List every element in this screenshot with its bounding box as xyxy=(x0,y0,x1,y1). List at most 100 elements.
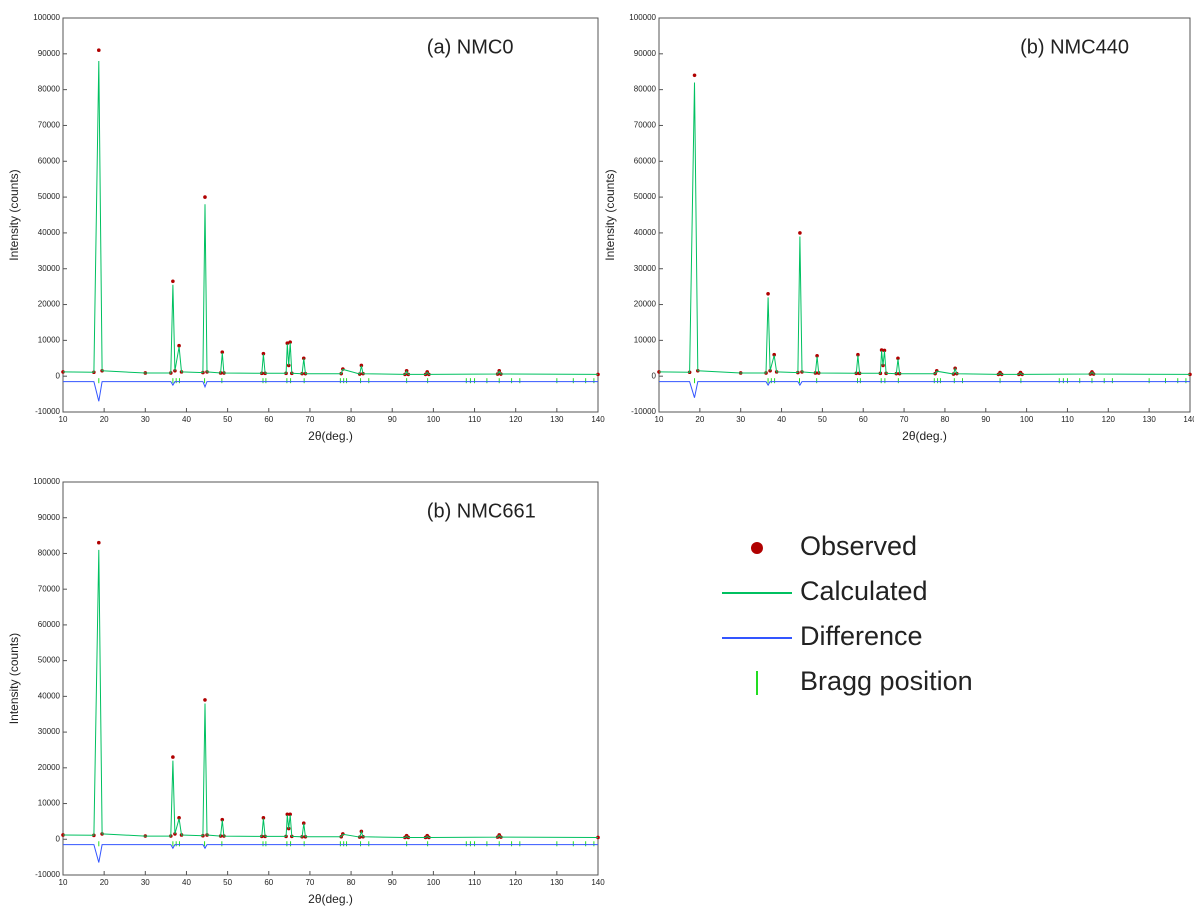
x-tick-label: 50 xyxy=(223,415,232,424)
x-tick-label: 30 xyxy=(141,415,150,424)
observed-point xyxy=(220,817,225,822)
calculated-line xyxy=(62,549,599,839)
y-tick-label: 20000 xyxy=(38,300,61,309)
y-tick-label: 0 xyxy=(56,371,61,380)
observed-point xyxy=(301,821,306,825)
y-tick-label: 100000 xyxy=(629,13,656,22)
calculated-line xyxy=(658,82,1191,375)
observed-point xyxy=(288,340,292,344)
chart-title: (b) NMC661 xyxy=(427,500,536,522)
x-axis-label: 2θ(deg.) xyxy=(308,429,353,443)
observed-point xyxy=(657,370,661,374)
x-tick-label: 90 xyxy=(981,415,990,424)
x-tick-label: 30 xyxy=(141,878,150,887)
x-tick-label: 100 xyxy=(1020,415,1034,424)
difference-line xyxy=(63,844,598,863)
legend-label: Bragg position xyxy=(800,666,973,696)
observed-point xyxy=(286,363,291,368)
x-tick-label: 120 xyxy=(509,878,523,887)
observed-point xyxy=(815,353,819,358)
y-tick-label: 40000 xyxy=(38,228,61,237)
observed-point xyxy=(879,348,884,352)
y-axis-label: Intensity (counts) xyxy=(7,169,21,260)
y-tick-label: 90000 xyxy=(38,49,61,58)
y-tick-label: 30000 xyxy=(634,264,657,273)
x-tick-label: 70 xyxy=(900,415,909,424)
x-tick-label: 80 xyxy=(347,878,356,887)
observed-point xyxy=(171,755,175,759)
y-tick-label: 40000 xyxy=(38,691,61,700)
y-tick-label: 10000 xyxy=(634,335,657,344)
observed-point xyxy=(896,356,900,361)
observed-point xyxy=(261,816,266,820)
observed-point xyxy=(772,352,776,357)
y-tick-label: 10000 xyxy=(38,335,61,344)
x-tick-label: 20 xyxy=(100,878,109,887)
y-tick-label: 90000 xyxy=(634,49,657,58)
y-tick-label: 30000 xyxy=(38,264,61,273)
legend-label: Observed xyxy=(800,531,917,561)
panel: -10000 0 10000 20000 30000 40000 50000 60000 700… xyxy=(7,477,605,906)
x-tick-label: 60 xyxy=(264,878,273,887)
x-tick-label: 10 xyxy=(59,878,68,887)
x-tick-label: 110 xyxy=(1061,415,1074,424)
observed-point xyxy=(359,363,364,368)
x-tick-label: 10 xyxy=(655,415,664,424)
y-tick-label: 60000 xyxy=(38,620,61,629)
x-tick-label: 70 xyxy=(305,415,314,424)
legend-label: Calculated xyxy=(800,576,928,606)
x-tick-label: 40 xyxy=(182,415,191,424)
y-tick-label: 70000 xyxy=(634,121,657,130)
y-tick-label: 30000 xyxy=(38,727,61,736)
panel: -10000 0 10000 20000 30000 40000 50000 60000 700… xyxy=(603,13,1194,443)
x-tick-label: 90 xyxy=(388,878,397,887)
y-tick-label: 100000 xyxy=(33,13,60,22)
y-tick-label: 50000 xyxy=(38,192,61,201)
x-axis-label: 2θ(deg.) xyxy=(308,892,353,906)
x-tick-label: 10 xyxy=(59,415,68,424)
x-tick-label: 120 xyxy=(509,415,523,424)
y-axis-label: Intensity (counts) xyxy=(7,633,21,724)
panel: -10000 0 10000 20000 30000 40000 50000 60000 700… xyxy=(7,13,605,443)
legend-marker xyxy=(751,542,763,554)
plot-frame xyxy=(62,481,599,876)
observed-point xyxy=(203,698,207,702)
x-tick-label: 20 xyxy=(100,415,109,424)
observed-point xyxy=(61,370,65,374)
observed-point xyxy=(856,352,860,357)
x-tick-label: 130 xyxy=(550,878,564,887)
chart-title: (a) NMC0 xyxy=(427,36,514,58)
observed-point xyxy=(692,73,697,78)
y-tick-label: -10000 xyxy=(35,870,60,879)
y-tick-label: -10000 xyxy=(35,407,60,416)
observed-point xyxy=(171,279,175,284)
y-tick-label: 60000 xyxy=(38,156,61,165)
observed-point xyxy=(97,48,101,53)
observed-point xyxy=(203,195,207,199)
x-tick-label: 100 xyxy=(427,878,441,887)
x-tick-label: 140 xyxy=(591,415,605,424)
observed-point xyxy=(285,812,290,817)
observed-point xyxy=(285,341,290,346)
difference-line xyxy=(659,381,1190,398)
y-tick-label: 50000 xyxy=(634,192,657,201)
y-tick-label: 100000 xyxy=(33,477,60,486)
y-tick-label: 20000 xyxy=(38,763,61,772)
x-tick-label: 140 xyxy=(1183,415,1194,424)
observed-point xyxy=(177,343,181,348)
legend: Observed Calculated Difference Bragg positi… xyxy=(722,531,973,696)
calculated-line xyxy=(62,60,599,375)
x-tick-label: 90 xyxy=(388,415,397,424)
legend-label: Difference xyxy=(800,621,923,651)
x-tick-label: 140 xyxy=(591,878,605,887)
observed-point xyxy=(97,540,101,545)
x-tick-label: 110 xyxy=(468,415,481,424)
observed-point xyxy=(766,292,770,296)
x-tick-label: 60 xyxy=(859,415,868,424)
y-axis-label: Intensity (counts) xyxy=(603,169,617,260)
observed-point xyxy=(220,350,225,354)
observed-point xyxy=(177,816,181,820)
x-tick-label: 50 xyxy=(818,415,827,424)
x-tick-label: 100 xyxy=(427,415,441,424)
